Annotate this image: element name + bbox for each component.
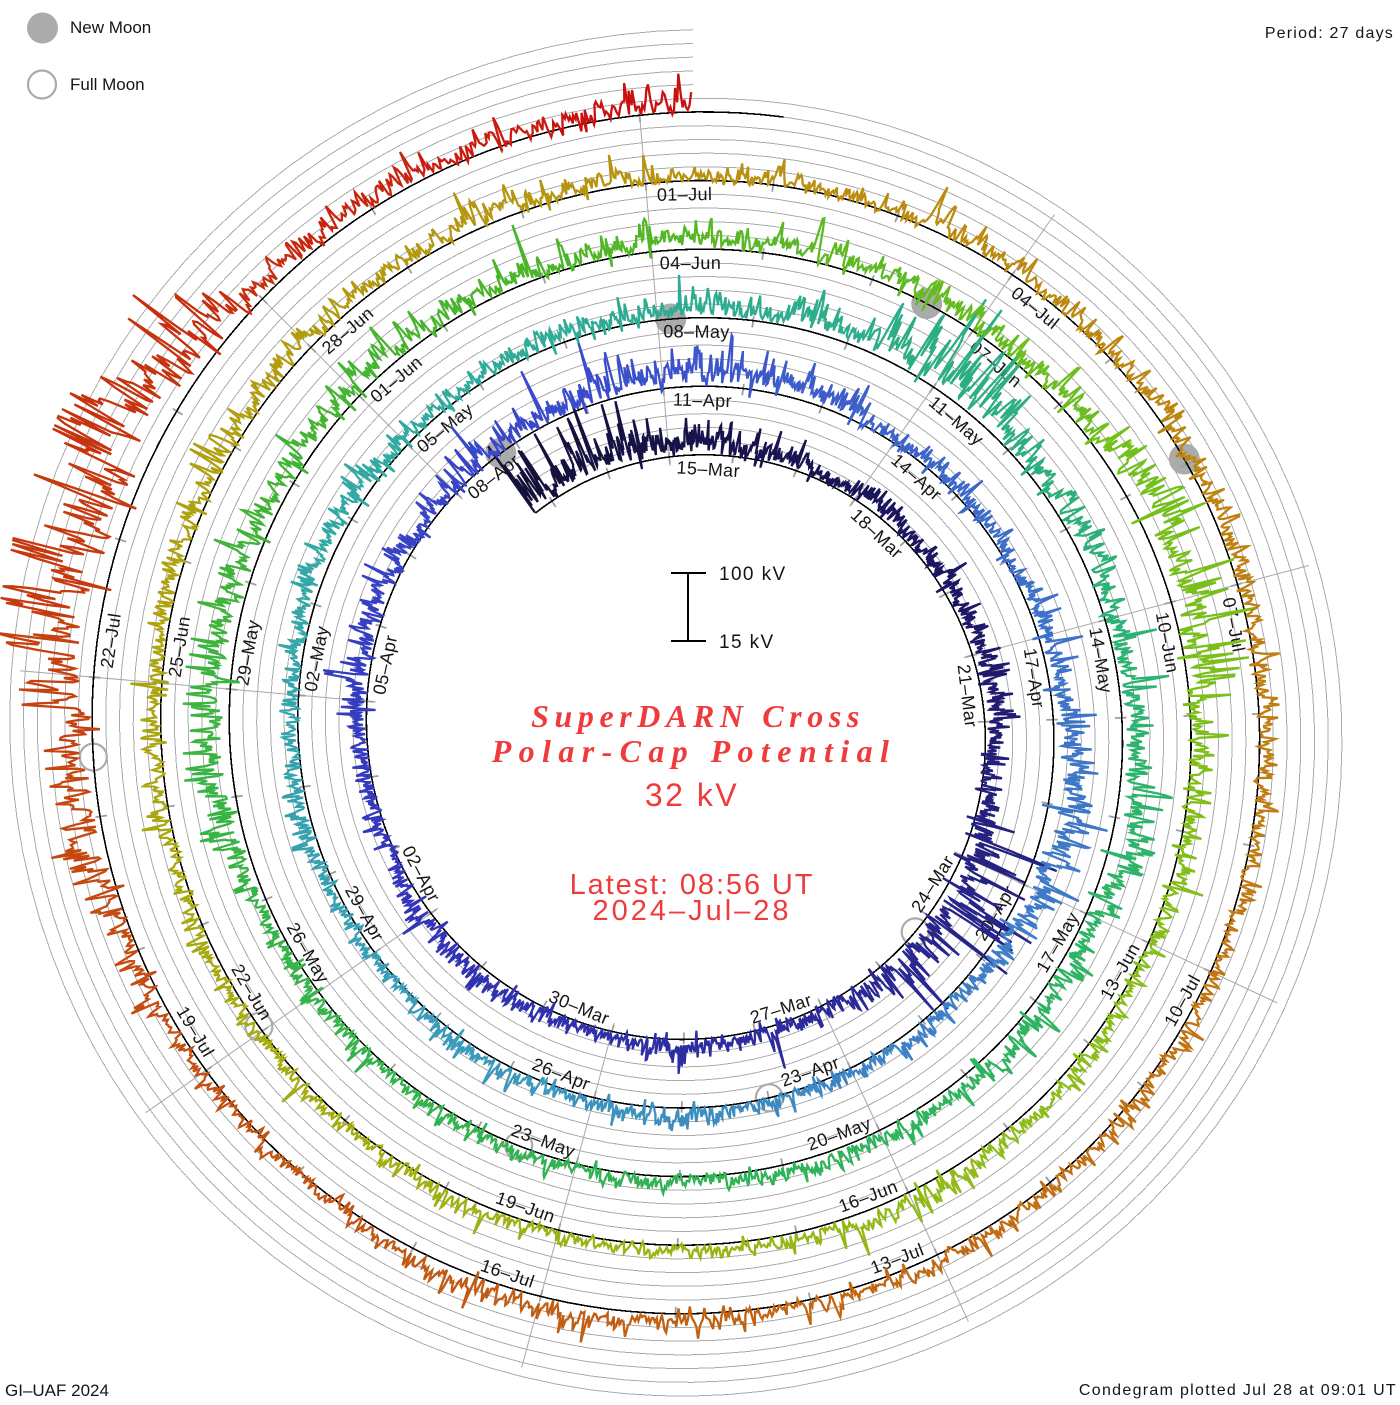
svg-text:GI–UAF 2024: GI–UAF 2024 bbox=[5, 1381, 109, 1400]
svg-text:04–Jun: 04–Jun bbox=[660, 253, 722, 273]
svg-text:15 kV: 15 kV bbox=[719, 632, 775, 653]
svg-text:Period: 27 days: Period: 27 days bbox=[1265, 25, 1394, 42]
svg-text:100 kV: 100 kV bbox=[719, 564, 787, 585]
svg-text:SuperDARN Cross: SuperDARN Cross bbox=[531, 698, 865, 734]
svg-text:Condegram plotted Jul 28 at 09: Condegram plotted Jul 28 at 09:01 UT bbox=[1079, 1382, 1397, 1399]
svg-text:15–Mar: 15–Mar bbox=[676, 457, 741, 481]
svg-text:08–May: 08–May bbox=[663, 321, 730, 342]
svg-text:Full Moon: Full Moon bbox=[70, 75, 145, 94]
svg-text:New Moon: New Moon bbox=[70, 18, 151, 37]
svg-text:32 kV: 32 kV bbox=[645, 777, 739, 813]
svg-text:01–Jul: 01–Jul bbox=[657, 184, 713, 205]
svg-text:2024–Jul–28: 2024–Jul–28 bbox=[592, 895, 791, 927]
svg-text:Polar-Cap Potential: Polar-Cap Potential bbox=[491, 733, 897, 769]
svg-text:11–Apr: 11–Apr bbox=[673, 389, 733, 411]
